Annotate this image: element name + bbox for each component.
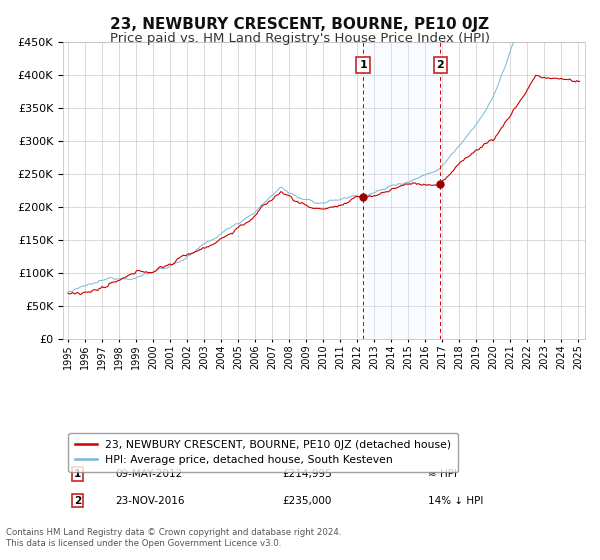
Text: Contains HM Land Registry data © Crown copyright and database right 2024.
This d: Contains HM Land Registry data © Crown c… [6,528,341,548]
Text: Price paid vs. HM Land Registry's House Price Index (HPI): Price paid vs. HM Land Registry's House … [110,32,490,45]
Text: 2: 2 [74,496,81,506]
Text: £235,000: £235,000 [282,496,332,506]
Legend: 23, NEWBURY CRESCENT, BOURNE, PE10 0JZ (detached house), HPI: Average price, det: 23, NEWBURY CRESCENT, BOURNE, PE10 0JZ (… [68,433,458,472]
Text: 2: 2 [437,60,445,70]
Text: 1: 1 [359,60,367,70]
Text: 09-MAY-2012: 09-MAY-2012 [115,469,182,479]
Bar [363,42,440,339]
Text: 1: 1 [74,469,81,479]
Text: 14% ↓ HPI: 14% ↓ HPI [428,496,484,506]
Text: ≈ HPI: ≈ HPI [428,469,457,479]
Text: 23, NEWBURY CRESCENT, BOURNE, PE10 0JZ: 23, NEWBURY CRESCENT, BOURNE, PE10 0JZ [110,17,490,32]
Text: 23-NOV-2016: 23-NOV-2016 [115,496,185,506]
Text: £214,995: £214,995 [282,469,332,479]
